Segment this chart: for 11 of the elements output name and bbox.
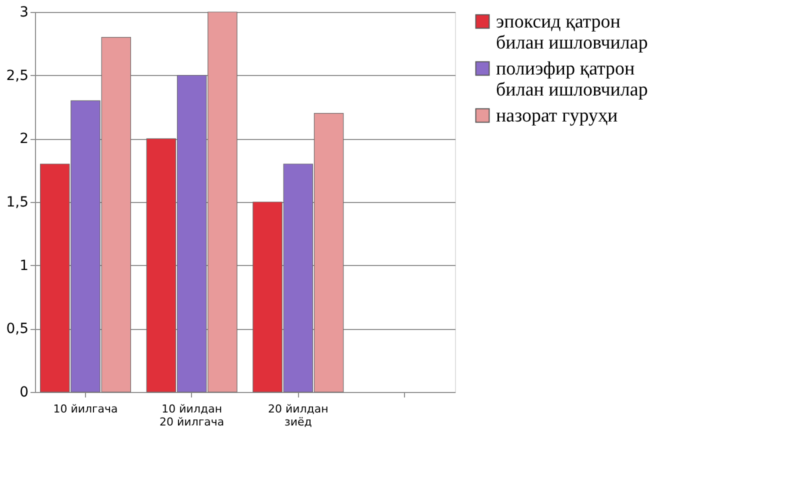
y-tick-label: 0: [20, 384, 28, 400]
x-tick-label: 10 йилгача: [53, 402, 118, 416]
y-tick-label: 3: [20, 4, 28, 20]
legend-label: назорат гуруҳи: [496, 106, 618, 126]
x-tick-label: 20 йилдан зиёд: [268, 402, 328, 428]
y-tick-label: 2,5: [6, 68, 28, 84]
y-tick-label: 0,5: [6, 321, 28, 338]
x-tick-label: 10 йилдан 20 йилгача: [160, 402, 224, 428]
y-tick-label: 1,5: [6, 194, 28, 210]
y-tick-label: 1: [20, 258, 28, 274]
y-tick-label: 2: [20, 131, 28, 148]
